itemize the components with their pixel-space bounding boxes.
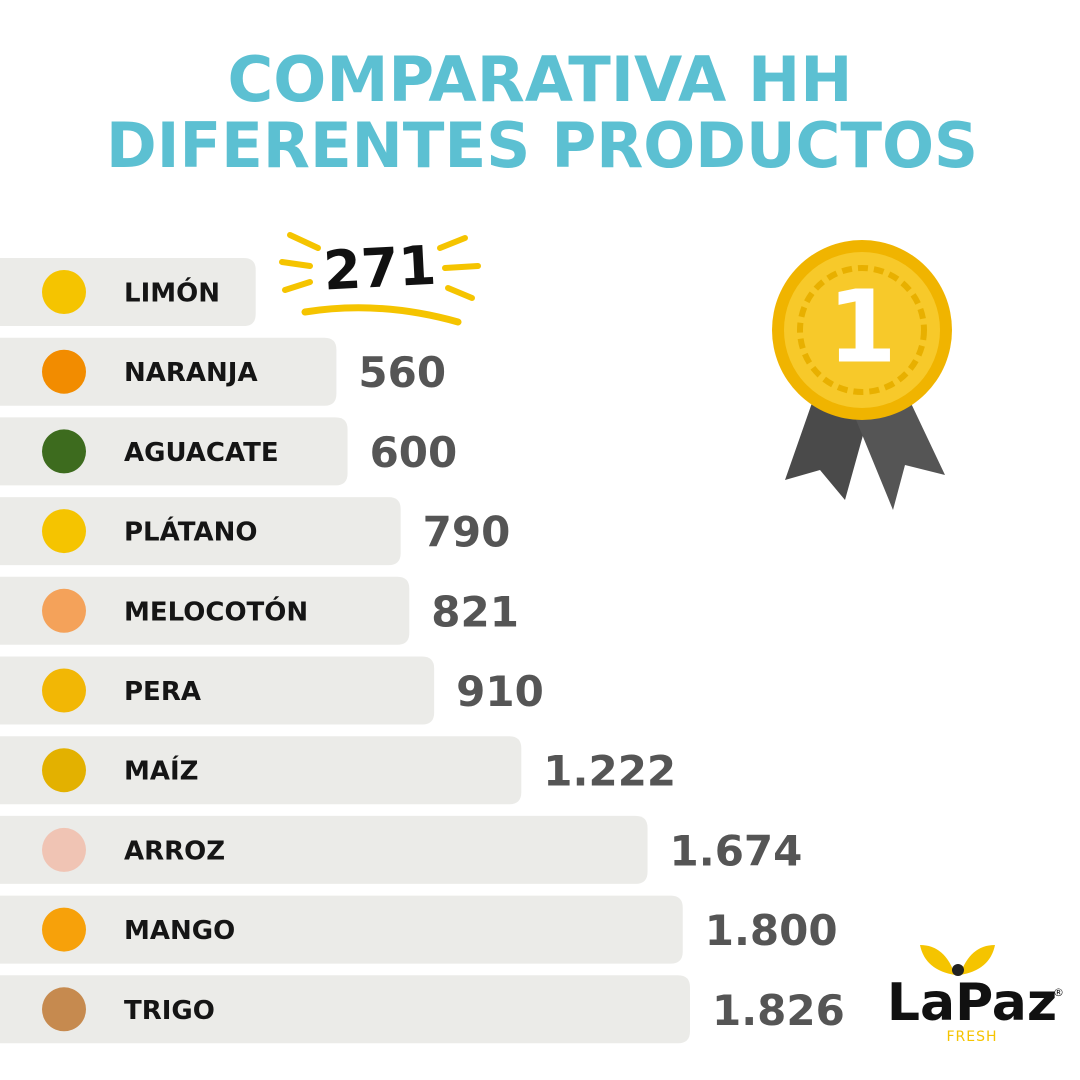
value-label: 1.826 — [712, 986, 845, 1035]
sparkle — [437, 235, 468, 251]
icon — [42, 987, 86, 1032]
sparkle — [445, 285, 475, 301]
bar — [0, 417, 348, 486]
icon — [42, 827, 86, 872]
category-label: MANGO — [124, 916, 235, 946]
icon — [42, 429, 86, 474]
value-label: 910 — [456, 667, 544, 716]
category-label: TRIGO — [124, 996, 215, 1026]
icon — [42, 509, 86, 554]
sparkle — [282, 279, 313, 293]
category-label: PLÁTANO — [124, 516, 257, 548]
value-label: 1.800 — [705, 906, 838, 955]
value-label: 1.222 — [543, 747, 676, 796]
bar — [0, 736, 522, 805]
bar — [0, 656, 435, 725]
value-label: 790 — [423, 508, 511, 557]
logo-tagline: FRESH — [946, 1029, 997, 1045]
medal: 1 — [772, 240, 952, 510]
chart-title: COMPARATIVA HH — [228, 43, 853, 116]
icon — [42, 668, 86, 713]
icon — [42, 588, 86, 633]
logo-name: LaPaz — [887, 973, 1057, 1033]
icon — [42, 270, 86, 314]
logo: LaPaz ® FRESH — [887, 945, 1064, 1045]
icon — [42, 748, 86, 793]
icon — [42, 907, 86, 952]
value-label: 271 — [322, 234, 438, 303]
underline — [301, 304, 462, 326]
value-label: 1.674 — [670, 826, 803, 875]
category-label: AGUACATE — [124, 438, 279, 468]
sparkle — [442, 263, 481, 271]
icon — [42, 349, 86, 394]
category-label: MELOCOTÓN — [124, 595, 308, 627]
category-label: NARANJA — [124, 358, 258, 388]
sparkle — [287, 232, 321, 251]
highlight — [279, 232, 481, 326]
category-label: PERA — [124, 677, 201, 707]
bar — [0, 895, 683, 964]
bar — [0, 576, 410, 645]
bar — [0, 337, 337, 406]
logo-mark: ® — [1053, 986, 1064, 999]
chart-title: DIFERENTES PRODUCTOS — [106, 109, 978, 182]
value-label: 821 — [431, 587, 519, 636]
value-label: 600 — [370, 428, 458, 477]
value-label: 560 — [358, 348, 446, 397]
category-label: LIMÓN — [124, 277, 220, 309]
medal-label: 1 — [827, 268, 897, 385]
category-label: MAÍZ — [124, 755, 199, 787]
bar — [0, 975, 690, 1044]
category-label: ARROZ — [124, 836, 225, 866]
sparkle — [279, 259, 313, 269]
bar — [0, 497, 401, 566]
bar — [0, 815, 648, 884]
